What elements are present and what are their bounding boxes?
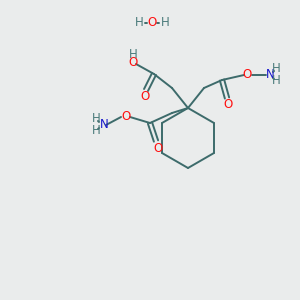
Text: H: H xyxy=(272,61,280,74)
Text: N: N xyxy=(266,68,274,82)
Text: O: O xyxy=(153,142,163,154)
Text: H: H xyxy=(135,16,143,29)
Text: O: O xyxy=(140,91,150,103)
Text: O: O xyxy=(224,98,232,112)
Text: O: O xyxy=(147,16,157,29)
Text: H: H xyxy=(92,124,100,137)
Text: O: O xyxy=(128,56,138,70)
Text: H: H xyxy=(92,112,100,124)
Text: H: H xyxy=(160,16,169,29)
Text: H: H xyxy=(272,74,280,88)
Text: O: O xyxy=(122,110,130,124)
Text: O: O xyxy=(242,68,252,82)
Text: H: H xyxy=(129,47,137,61)
Text: N: N xyxy=(100,118,108,131)
